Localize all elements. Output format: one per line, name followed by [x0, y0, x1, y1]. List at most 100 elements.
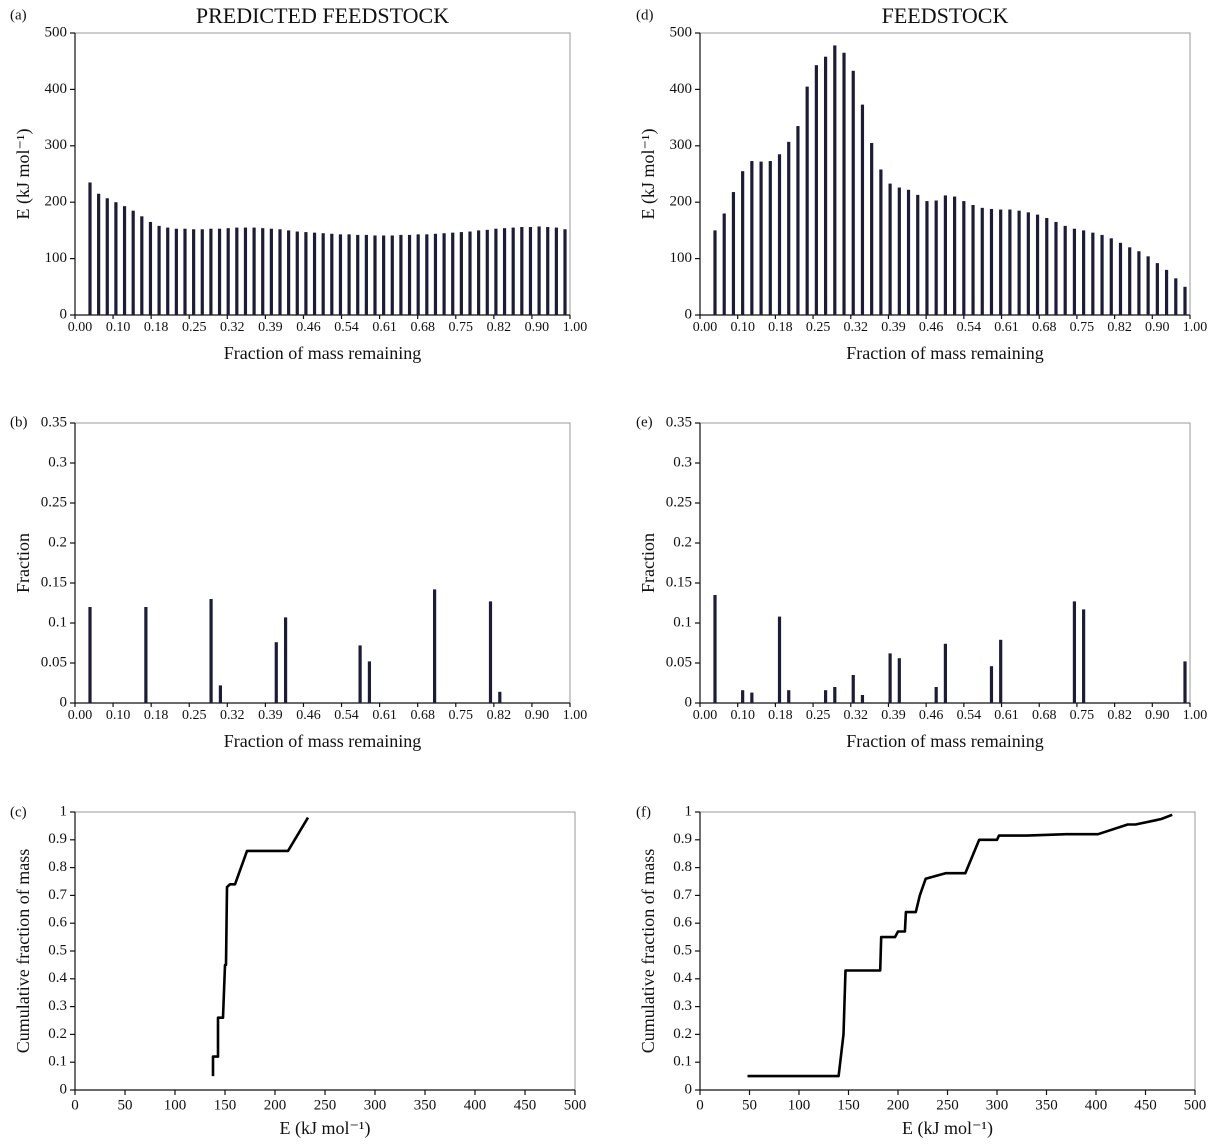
x-tick-label: 0.54 [957, 708, 982, 723]
y-axis-label: E (kJ mol⁻¹) [638, 129, 659, 220]
x-tick-label: 0.90 [1145, 708, 1170, 723]
bar [97, 193, 101, 315]
x-tick-label: 0.00 [693, 708, 718, 723]
x-tick-label: 0.75 [449, 320, 474, 335]
bar [943, 643, 947, 703]
y-tick-label: 0.8 [48, 859, 67, 875]
x-tick-label: 0.46 [296, 320, 321, 335]
bar [897, 658, 901, 703]
bar [1146, 256, 1150, 315]
bar [1100, 234, 1104, 315]
bar [823, 690, 828, 703]
x-tick-label: 0.18 [768, 708, 793, 723]
bar [879, 169, 883, 315]
bar [356, 234, 360, 315]
y-tick-label: 0 [685, 1081, 693, 1097]
y-tick-label: 0.15 [41, 574, 67, 590]
x-tick-label: 0.61 [372, 320, 397, 335]
x-tick-label: 1.00 [1183, 708, 1208, 723]
bar [477, 230, 481, 315]
bar [122, 206, 127, 315]
y-tick-label: 0.2 [673, 1026, 692, 1042]
x-tick-label: 0.68 [410, 320, 435, 335]
bar [367, 661, 372, 703]
bar [768, 161, 772, 315]
bar [1137, 251, 1141, 315]
x-tick-label: 0.25 [806, 320, 831, 335]
y-tick-label: 0 [685, 306, 693, 322]
x-tick-label: 0.32 [844, 708, 869, 723]
bar [796, 126, 800, 315]
bar [925, 201, 929, 315]
bar [218, 685, 222, 703]
bar [1128, 247, 1132, 315]
bar [563, 229, 567, 315]
bar [546, 227, 550, 315]
x-tick-label: 0.18 [768, 320, 793, 335]
x-tick-label: 0.90 [525, 320, 550, 335]
x-tick-label: 0.61 [994, 708, 1019, 723]
bar [209, 599, 213, 703]
bar [192, 229, 196, 315]
x-tick-label: 0.75 [449, 708, 474, 723]
y-axis-label: E (kJ mol⁻¹) [13, 129, 34, 220]
bar [713, 595, 717, 703]
bar [295, 231, 299, 315]
y-tick-label: 0.05 [666, 654, 692, 670]
bar [980, 207, 984, 315]
y-tick-label: 500 [670, 24, 693, 40]
bar [823, 56, 828, 316]
y-tick-label: 0.2 [673, 534, 692, 550]
x-tick-label: 0.25 [182, 320, 207, 335]
x-tick-label: 0.82 [487, 320, 512, 335]
x-tick-label: 0.39 [258, 708, 283, 723]
bar [144, 607, 148, 703]
bar [731, 192, 736, 315]
bar [502, 228, 507, 315]
x-tick-label: 100 [164, 1097, 187, 1113]
bar [741, 690, 745, 703]
y-tick-label: 0 [685, 694, 693, 710]
bar [433, 589, 437, 703]
x-tick-label: 0.00 [693, 320, 718, 335]
x-tick-label: 0.39 [881, 320, 906, 335]
bar [485, 229, 489, 315]
x-tick-label: 350 [1035, 1097, 1058, 1113]
bar [833, 687, 837, 703]
bar [88, 182, 92, 315]
bar [261, 228, 265, 315]
x-tick-label: 0.46 [919, 320, 944, 335]
bar [1072, 601, 1077, 703]
x-tick-label: 1.00 [563, 320, 588, 335]
y-tick-label: 0.3 [673, 998, 692, 1014]
y-tick-label: 400 [45, 81, 68, 97]
x-tick-label: 500 [564, 1097, 587, 1113]
y-tick-label: 0.25 [666, 494, 692, 510]
panel-label: (d) [636, 7, 654, 23]
bar [358, 645, 362, 703]
y-tick-label: 200 [670, 194, 693, 210]
bar [451, 232, 455, 315]
y-tick-label: 0.3 [673, 454, 692, 470]
y-tick-label: 0.7 [673, 887, 692, 903]
bar [962, 201, 966, 315]
x-tick-label: 0.32 [844, 320, 869, 335]
bar [750, 692, 754, 703]
x-tick-label: 0.10 [106, 320, 131, 335]
y-tick-label: 0.1 [48, 1054, 67, 1070]
bar [1072, 228, 1077, 315]
y-tick-label: 0.25 [41, 494, 67, 510]
bar [330, 233, 334, 315]
y-tick-label: 100 [670, 250, 693, 266]
x-tick-label: 50 [742, 1097, 757, 1113]
x-tick-label: 1.00 [563, 708, 588, 723]
bar [407, 234, 412, 315]
bar [750, 161, 754, 315]
x-tick-label: 300 [986, 1097, 1009, 1113]
bar [860, 695, 865, 703]
x-tick-label: 0.82 [1107, 320, 1132, 335]
bar [805, 86, 809, 315]
y-tick-label: 0.05 [41, 654, 67, 670]
x-tick-label: 1.00 [1183, 320, 1208, 335]
bar [287, 230, 291, 315]
